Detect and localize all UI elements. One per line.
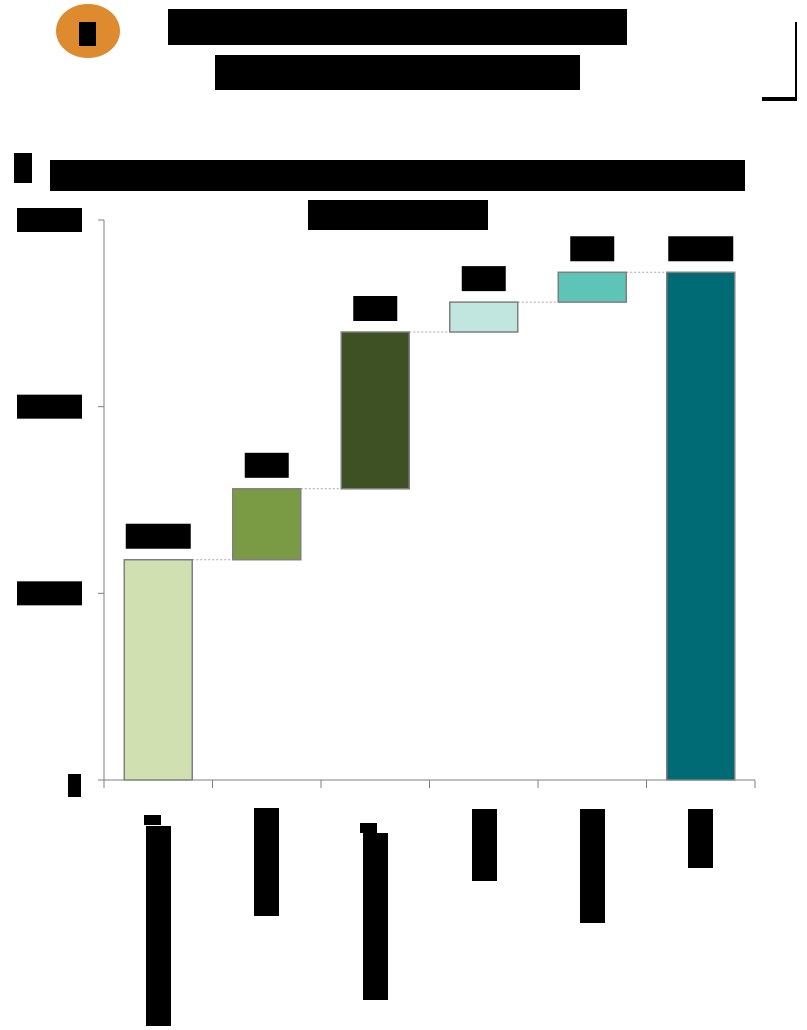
chart-labels: 0: [17, 208, 734, 1026]
waterfall-bar: [666, 271, 736, 781]
category-label-mark: [580, 809, 605, 923]
section-marker: [14, 153, 32, 183]
chart-connectors: [192, 271, 667, 561]
y-tick-label: 0: [71, 779, 78, 793]
chart-subtitle-line-1: [50, 160, 745, 191]
chart-subtitle-line-2: [308, 200, 488, 230]
category-label-mark: [254, 808, 279, 916]
bar-value-label-mark: [668, 236, 734, 262]
corner-bracket-horizontal: [762, 97, 796, 101]
bar-value-label-mark: [461, 266, 506, 292]
category-label-mark: [360, 823, 377, 833]
waterfall-bar: [232, 488, 302, 561]
chart-bars: [123, 271, 736, 781]
waterfall-bar: [449, 301, 519, 333]
waterfall-bar: [340, 331, 410, 490]
y-tick-label-mark: [68, 774, 81, 797]
category-label-mark: [144, 815, 161, 825]
bar-value-label-mark: [570, 236, 615, 262]
bar-value-label-mark: [353, 296, 398, 321]
waterfall-bar: [557, 271, 627, 303]
step-badge-number: 1: [79, 22, 96, 46]
category-label-mark: [363, 833, 388, 1000]
waterfall-bar: [123, 558, 193, 781]
page-title-line-1: [168, 9, 627, 45]
category-label-mark: [146, 826, 171, 1026]
bar-value-label-mark: [244, 452, 289, 478]
category-label-mark: [688, 809, 713, 868]
corner-bracket-vertical: [795, 22, 797, 101]
chart-axes: [98, 219, 756, 788]
page-title-line-2: [215, 55, 580, 90]
y-tick-label-mark: [17, 208, 82, 232]
category-label-mark: [472, 809, 497, 881]
y-tick-label-mark: [17, 394, 82, 419]
bar-value-label-mark: [125, 523, 191, 549]
y-tick-label-mark: [17, 581, 82, 606]
